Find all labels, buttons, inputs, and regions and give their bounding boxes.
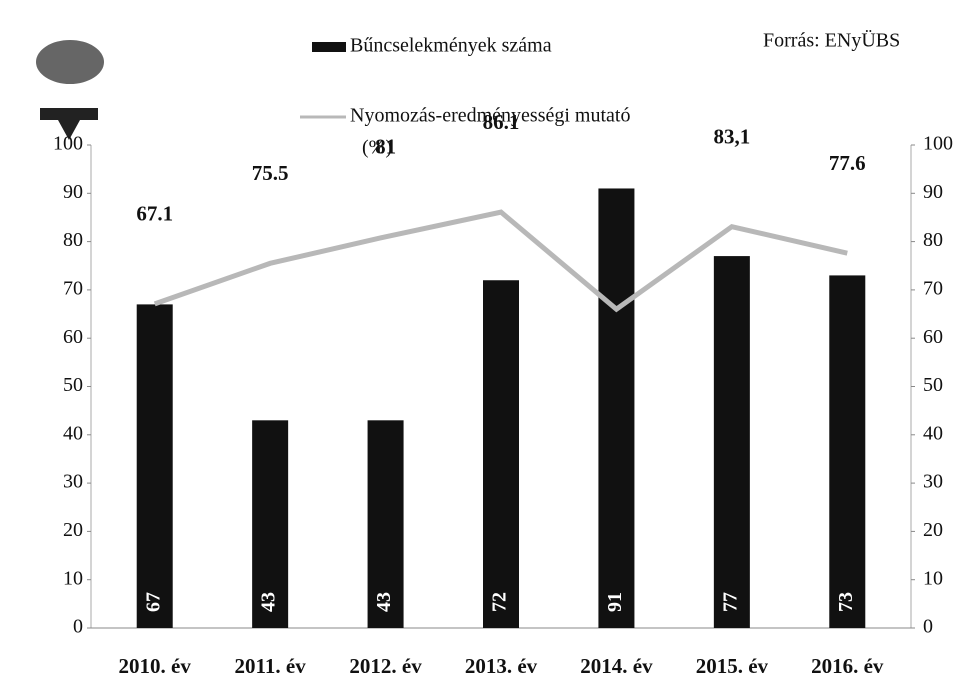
y2-tick-label: 80 <box>923 229 943 251</box>
y-tick-label: 70 <box>63 277 83 299</box>
y2-tick-label: 60 <box>923 326 943 348</box>
bar <box>598 188 635 628</box>
bar-value-label: 91 <box>604 592 626 612</box>
source-note: Forrás: ENyÜBS <box>763 29 900 52</box>
legend-label: Bűncselekmények száma <box>350 35 552 57</box>
legend-unit: (%) <box>362 137 392 159</box>
line-value-label: 75.5 <box>252 161 289 185</box>
x-tick-label: 2011. év <box>235 654 307 678</box>
bar <box>713 256 750 628</box>
y-tick-label: 50 <box>63 374 83 396</box>
y-tick-label: 100 <box>53 133 83 155</box>
y-tick-label: 10 <box>63 567 83 589</box>
y-tick-label: 40 <box>63 422 83 444</box>
logo <box>36 40 104 140</box>
y-tick-label: 60 <box>63 326 83 348</box>
y-tick-label: 90 <box>63 181 83 203</box>
y2-tick-label: 30 <box>923 471 943 493</box>
y2-tick-label: 0 <box>923 616 933 638</box>
line-value-label: 77.6 <box>829 151 866 175</box>
bar-value-label: 43 <box>373 592 395 612</box>
line-value-label: 86.1 <box>483 110 520 134</box>
y-tick-label: 80 <box>63 229 83 251</box>
y2-tick-label: 10 <box>923 567 943 589</box>
bar-value-label: 77 <box>719 592 741 612</box>
line-value-label: 67.1 <box>136 202 173 226</box>
x-tick-label: 2015. év <box>696 654 769 678</box>
y-tick-label: 30 <box>63 471 83 493</box>
x-tick-label: 2010. év <box>119 654 192 678</box>
y2-tick-label: 90 <box>923 181 943 203</box>
bar <box>829 275 866 628</box>
line-value-label: 81 <box>375 135 396 159</box>
bar-value-label: 73 <box>835 592 857 612</box>
y2-tick-label: 70 <box>923 277 943 299</box>
bar-value-label: 72 <box>489 592 511 612</box>
y-tick-label: 20 <box>63 519 83 541</box>
x-tick-label: 2012. év <box>349 654 422 678</box>
bar <box>136 304 173 628</box>
x-tick-label: 2013. év <box>465 654 538 678</box>
x-tick-label: 2014. év <box>580 654 653 678</box>
bar <box>367 420 404 628</box>
legend-label: Nyomozás-eredményességi mutató <box>350 105 630 127</box>
line <box>153 209 848 313</box>
line-value-label: 83,1 <box>713 124 750 148</box>
bar-value-label: 67 <box>142 592 164 612</box>
x-tick-label: 2016. év <box>811 654 884 678</box>
y2-tick-label: 40 <box>923 422 943 444</box>
y2-tick-label: 50 <box>923 374 943 396</box>
y2-tick-label: 100 <box>923 133 953 155</box>
y2-tick-label: 20 <box>923 519 943 541</box>
y-tick-label: 0 <box>73 616 83 638</box>
bar <box>252 420 289 628</box>
bar-value-label: 43 <box>258 592 280 612</box>
legend-swatch <box>312 42 346 52</box>
bar <box>483 280 519 628</box>
